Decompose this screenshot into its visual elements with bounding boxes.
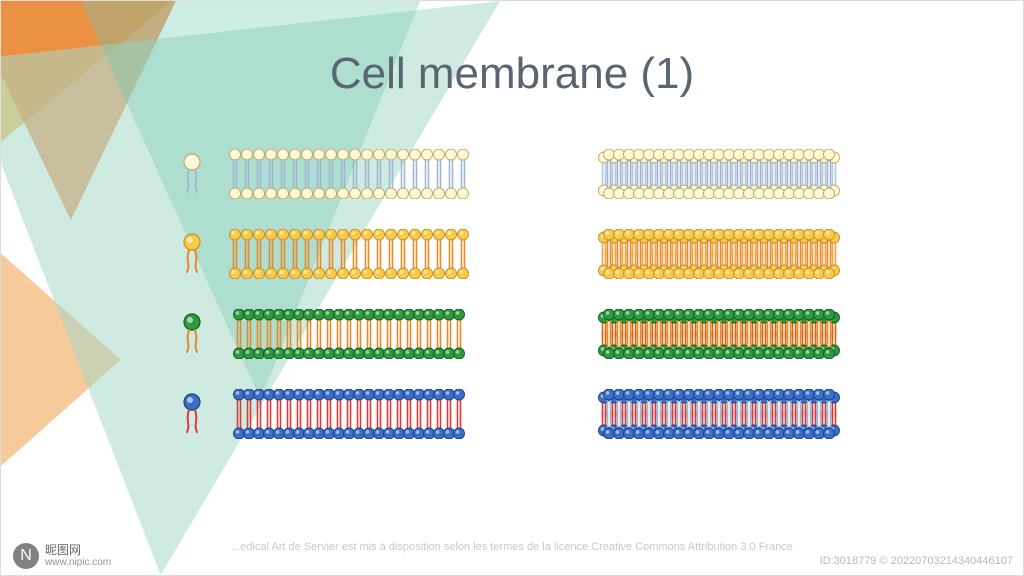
watermark-left: N 昵图网 www.nipic.com	[13, 543, 111, 569]
bilayer-flat	[224, 389, 474, 439]
bilayer-flat	[224, 229, 474, 279]
membrane-row	[594, 389, 844, 439]
left-column	[180, 149, 474, 439]
watermark-badge-icon: N	[13, 543, 39, 569]
lipid-legend-icon	[180, 233, 204, 275]
bilayer-3d	[594, 149, 844, 199]
slide-stage: Cell membrane (1) ...edical Art de Servi…	[0, 0, 1024, 576]
membrane-row	[180, 149, 474, 199]
attribution-footer: ...edical Art de Servier est mis à dispo…	[1, 541, 1023, 553]
diagram-content	[1, 149, 1023, 439]
membrane-row	[180, 309, 474, 359]
watermark-text: 昵图网 www.nipic.com	[45, 544, 111, 568]
membrane-row	[594, 149, 844, 199]
membrane-row	[594, 229, 844, 279]
bilayer-3d	[594, 389, 844, 439]
lipid-legend-icon	[180, 313, 204, 355]
bilayer-flat	[224, 309, 474, 359]
bilayer-3d	[594, 229, 844, 279]
watermark-brand: 昵图网	[45, 544, 111, 557]
membrane-row	[180, 389, 474, 439]
membrane-row	[594, 309, 844, 359]
bilayer-3d	[594, 309, 844, 359]
page-title: Cell membrane (1)	[1, 49, 1023, 99]
watermark-right: ID:3018779 © 20220703214340446107	[820, 555, 1013, 567]
lipid-legend-icon	[180, 393, 204, 435]
watermark-url: www.nipic.com	[45, 557, 111, 568]
lipid-legend-icon	[180, 153, 204, 195]
right-column	[594, 149, 844, 439]
bilayer-flat	[224, 149, 474, 199]
membrane-row	[180, 229, 474, 279]
